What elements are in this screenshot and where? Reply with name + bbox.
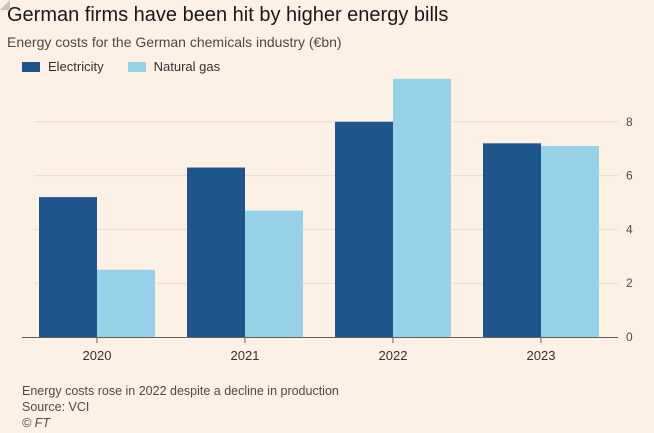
y-tick-label: 8 bbox=[626, 115, 633, 129]
chart-credit: © FT bbox=[22, 416, 50, 430]
x-tick-label: 2020 bbox=[83, 348, 112, 363]
bar-natural-gas-2021 bbox=[245, 210, 303, 337]
bar-electricity-2020 bbox=[39, 197, 97, 337]
bars bbox=[39, 78, 599, 337]
bar-natural-gas-2022 bbox=[393, 78, 451, 337]
chart-title: German firms have been hit by higher ene… bbox=[7, 4, 449, 26]
bar-natural-gas-2020 bbox=[97, 269, 155, 337]
legend-swatch-electricity bbox=[22, 61, 40, 72]
bar-natural-gas-2023 bbox=[541, 146, 599, 337]
bar-electricity-2023 bbox=[483, 143, 541, 337]
chart-source: Source: VCI bbox=[22, 400, 90, 414]
y-tick-label: 4 bbox=[626, 222, 633, 236]
legend: Electricity Natural gas bbox=[22, 59, 244, 74]
x-tick-label: 2021 bbox=[231, 348, 260, 363]
legend-swatch-natural-gas bbox=[127, 61, 146, 72]
x-tick-label: 2022 bbox=[379, 348, 408, 363]
chart-subtitle: Energy costs for the German chemicals in… bbox=[7, 34, 342, 50]
y-tick-label: 0 bbox=[626, 330, 633, 344]
y-tick-label: 2 bbox=[626, 276, 633, 290]
axes: 0 2 4 6 8 2020 2021 2022 2023 bbox=[22, 115, 633, 363]
legend-label-natural-gas: Natural gas bbox=[153, 59, 221, 74]
resize-handle-icon[interactable] bbox=[0, 0, 10, 10]
x-tick-label: 2023 bbox=[527, 348, 556, 363]
legend-label-electricity: Electricity bbox=[48, 59, 104, 74]
chart-note: Energy costs rose in 2022 despite a decl… bbox=[22, 384, 339, 398]
bar-electricity-2022 bbox=[335, 121, 393, 337]
bar-electricity-2021 bbox=[187, 167, 245, 337]
legend-item-electricity: Electricity bbox=[22, 59, 104, 74]
legend-item-natural-gas: Natural gas bbox=[127, 59, 221, 74]
y-tick-label: 6 bbox=[626, 169, 633, 183]
